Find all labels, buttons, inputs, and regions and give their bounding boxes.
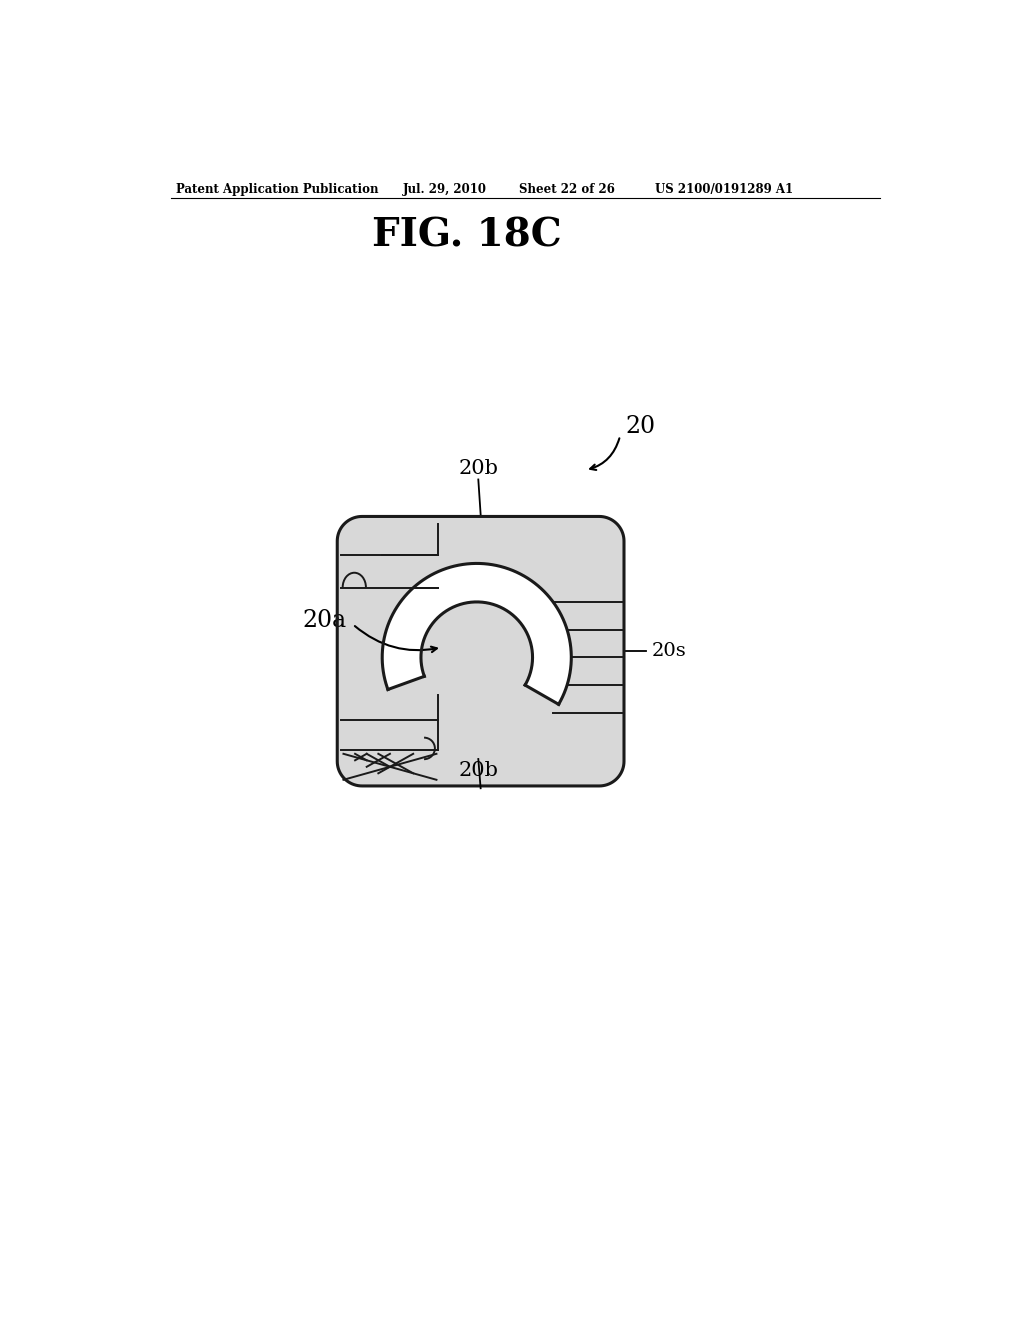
Text: Jul. 29, 2010: Jul. 29, 2010 xyxy=(403,183,487,197)
Text: 20s: 20s xyxy=(652,643,687,660)
Text: 20b: 20b xyxy=(459,459,499,478)
Text: 20b: 20b xyxy=(459,760,499,780)
Polygon shape xyxy=(382,564,571,705)
Text: Patent Application Publication: Patent Application Publication xyxy=(176,183,379,197)
Text: 20: 20 xyxy=(626,414,655,438)
Text: Sheet 22 of 26: Sheet 22 of 26 xyxy=(519,183,615,197)
Text: US 2100/0191289 A1: US 2100/0191289 A1 xyxy=(655,183,794,197)
Polygon shape xyxy=(337,516,624,785)
Text: 20a: 20a xyxy=(302,609,346,632)
Text: FIG. 18C: FIG. 18C xyxy=(372,216,562,255)
